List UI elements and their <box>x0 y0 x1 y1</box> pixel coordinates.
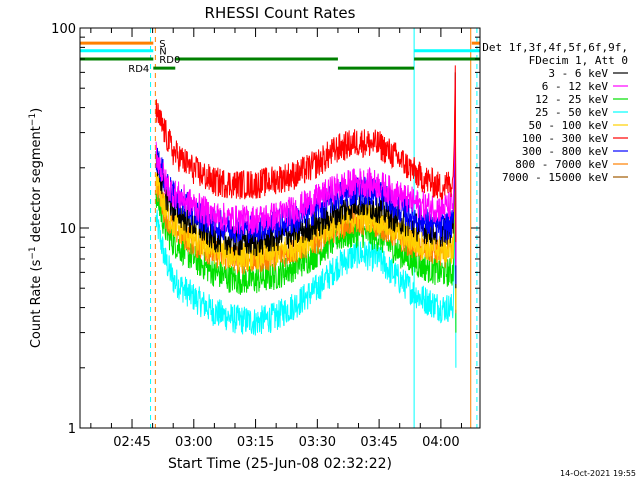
flag-label-s: S <box>159 39 165 50</box>
y-axis-label: Count Rate (s−1 detector segment−1) <box>28 108 44 348</box>
legend-label-25-50-kev: 25 - 50 keV <box>535 106 608 119</box>
flag-label-rd0: RD0 <box>159 55 180 66</box>
series-25-50-kev-line <box>155 132 457 368</box>
flag-label-rd4: RD4 <box>128 64 149 75</box>
legend-label-50-100-kev: 50 - 100 keV <box>529 119 609 132</box>
legend-header-1: FDecim 1, Att 0 <box>529 54 628 67</box>
legend-label-800-7000-kev: 800 - 7000 keV <box>515 158 608 171</box>
legend-label-3-6-kev: 3 - 6 keV <box>548 67 608 80</box>
y-tick-label-1: 1 <box>68 422 76 437</box>
series-100-300-kev-line <box>155 65 457 243</box>
x-tick-label-0245: 02:45 <box>113 435 150 450</box>
x-tick-label-0345: 03:45 <box>360 435 397 450</box>
y-tick-label-10: 10 <box>59 222 76 237</box>
series-lines <box>155 65 457 368</box>
series-6-12-kev-line <box>155 79 457 266</box>
legend-header-0: Det 1f,3f,4f,5f,6f,9f, <box>482 41 628 54</box>
timestamp: 14-Oct-2021 19:55 <box>560 469 636 478</box>
y-tick-label-100: 100 <box>51 22 76 37</box>
legend-label-6-12-kev: 6 - 12 keV <box>542 80 609 93</box>
y-axis: 1 10 100 <box>51 22 480 437</box>
chart-title: RHESSI Count Rates <box>205 4 356 22</box>
x-tick-label-0400: 04:00 <box>422 435 459 450</box>
x-tick-label-0315: 03:15 <box>237 435 274 450</box>
legend-label-100-300-kev: 100 - 300 keV <box>522 132 608 145</box>
legend: Det 1f,3f,4f,5f,6f,9f,FDecim 1, Att 03 -… <box>482 41 628 184</box>
legend-label-7000-15000-kev: 7000 - 15000 keV <box>502 171 608 184</box>
x-axis: 02:45 03:00 03:15 03:30 03:45 04:00 <box>90 28 462 450</box>
flag-label-n: N <box>159 47 166 58</box>
x-tick-label-0300: 03:00 <box>175 435 212 450</box>
x-axis-label: Start Time (25-Jun-08 02:32:22) <box>168 456 392 472</box>
legend-label-300-800-kev: 300 - 800 keV <box>522 145 608 158</box>
x-tick-label-0330: 03:30 <box>299 435 336 450</box>
flag-bars <box>80 41 480 70</box>
legend-label-12-25-kev: 12 - 25 keV <box>535 93 608 106</box>
